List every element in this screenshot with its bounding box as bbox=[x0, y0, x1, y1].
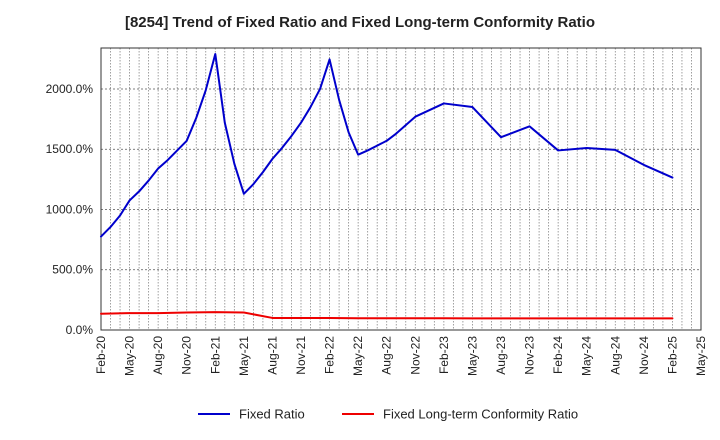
x-tick-label: May-25 bbox=[694, 336, 708, 376]
x-tick-label: Feb-20 bbox=[94, 336, 108, 374]
x-tick-label: Nov-24 bbox=[637, 336, 651, 375]
series-line-0 bbox=[100, 53, 674, 238]
x-tick-label: Aug-24 bbox=[608, 336, 622, 375]
x-tick-label: May-20 bbox=[123, 336, 137, 376]
x-tick-label: Nov-20 bbox=[180, 336, 194, 375]
legend-label: Fixed Long-term Conformity Ratio bbox=[383, 407, 578, 422]
plot-frame bbox=[100, 47, 702, 331]
x-tick-label: Aug-21 bbox=[265, 336, 279, 375]
x-tick-label: Feb-23 bbox=[437, 336, 451, 374]
y-tick-label: 2000.0% bbox=[46, 82, 94, 96]
x-tick-label: May-24 bbox=[580, 336, 594, 376]
y-tick-label: 500.0% bbox=[52, 263, 93, 277]
series-line-1 bbox=[100, 311, 674, 320]
legend-layer: Fixed Ratio Fixed Long-term Conformity Ra… bbox=[198, 407, 578, 422]
series-layer bbox=[100, 53, 674, 320]
x-tick-label: Nov-21 bbox=[294, 336, 308, 375]
legend-label: Fixed Ratio bbox=[239, 407, 305, 422]
x-tick-label: Nov-22 bbox=[408, 336, 422, 375]
x-tick-label: May-23 bbox=[465, 336, 479, 376]
grid-layer bbox=[101, 48, 701, 330]
x-tick-label: Feb-25 bbox=[665, 336, 679, 374]
x-tick-label: Aug-20 bbox=[151, 336, 165, 375]
x-tick-label: Feb-21 bbox=[208, 336, 222, 374]
x-tick-label: May-21 bbox=[237, 336, 251, 376]
y-tick-label: 1000.0% bbox=[46, 202, 94, 216]
plot-area bbox=[101, 48, 701, 330]
x-tick-label: Aug-22 bbox=[380, 336, 394, 375]
y-tick-label: 0.0% bbox=[66, 323, 94, 337]
x-tick-label: Nov-23 bbox=[523, 336, 537, 375]
x-tick-label: Feb-24 bbox=[551, 336, 565, 374]
axis-layer: 0.0% 500.0% 1000.0% 1500.0% 2000.0% Feb-20 May… bbox=[46, 47, 708, 376]
chart-title: [8254] Trend of Fixed Ratio and Fixed Lo… bbox=[124, 14, 596, 31]
x-tick-label: May-22 bbox=[351, 336, 365, 376]
y-tick-label: 1500.0% bbox=[46, 142, 94, 156]
x-tick-label: Feb-22 bbox=[323, 336, 337, 374]
x-tick-label: Aug-23 bbox=[494, 336, 508, 375]
